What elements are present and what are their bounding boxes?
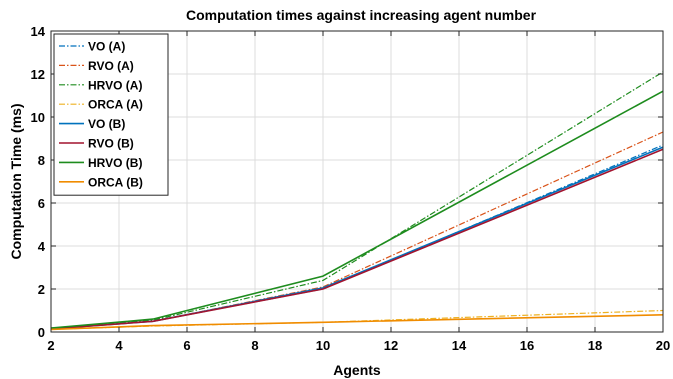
x-axis-label: Agents xyxy=(333,362,381,378)
x-tick-label: 4 xyxy=(115,338,123,353)
legend-label: RVO (B) xyxy=(88,137,134,151)
x-tick-label: 8 xyxy=(251,338,258,353)
y-tick-label: 4 xyxy=(38,239,46,254)
y-axis-label: Computation Time (ms) xyxy=(8,103,24,259)
x-tick-label: 14 xyxy=(452,338,467,353)
legend: VO (A) RVO (A) HRVO (A) ORCA (A) VO (B) RVO (… xyxy=(53,33,169,196)
legend-label: HRVO (B) xyxy=(88,156,142,170)
series-line-hrvo-b xyxy=(50,90,664,329)
x-tick-label: 6 xyxy=(183,338,190,353)
legend-label: ORCA (A) xyxy=(88,98,143,112)
y-tick-label: 6 xyxy=(38,196,45,211)
y-tick-label: 14 xyxy=(31,24,46,39)
y-tick-label: 2 xyxy=(38,282,45,297)
y-tick-label: 10 xyxy=(31,110,45,125)
x-tick-label: 12 xyxy=(384,338,398,353)
x-tick-label: 20 xyxy=(656,338,670,353)
y-tick-label: 12 xyxy=(31,67,45,82)
legend-label: VO (B) xyxy=(88,117,125,131)
legend-label: ORCA (B) xyxy=(88,175,143,189)
legend-box xyxy=(53,33,169,196)
y-tick-label: 8 xyxy=(38,153,45,168)
series-line-orca-b xyxy=(50,314,664,331)
plot-frame xyxy=(50,30,664,333)
y-tick-label: 0 xyxy=(38,325,45,340)
x-tick-label: 18 xyxy=(588,338,602,353)
legend-label: VO (A) xyxy=(88,40,125,54)
x-tick-label: 2 xyxy=(47,338,54,353)
series-lines xyxy=(50,71,664,331)
legend-label: RVO (A) xyxy=(88,59,134,73)
chart-title: Computation times against increasing age… xyxy=(186,7,537,23)
series-line-rvo-b xyxy=(50,148,664,330)
x-tick-label: 10 xyxy=(316,338,330,353)
legend-label: HRVO (A) xyxy=(88,78,142,92)
x-tick-label: 16 xyxy=(520,338,534,353)
